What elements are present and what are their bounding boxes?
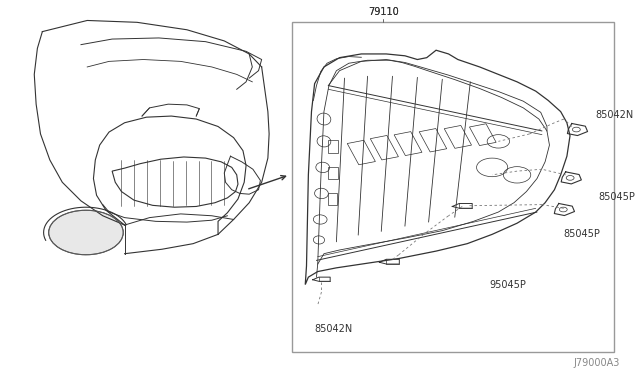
Bar — [328, 140, 338, 153]
Text: 85042N: 85042N — [595, 110, 633, 120]
Text: 85042N: 85042N — [315, 324, 353, 334]
Text: J79000A3: J79000A3 — [573, 358, 620, 368]
Bar — [328, 193, 337, 205]
Text: 79110: 79110 — [368, 7, 399, 17]
Text: 95045P: 95045P — [489, 280, 526, 289]
Bar — [292, 22, 614, 352]
Text: 85045P: 85045P — [598, 192, 635, 202]
Ellipse shape — [49, 210, 124, 255]
Bar — [328, 167, 338, 179]
Text: 79110: 79110 — [368, 7, 399, 17]
Text: 85045P: 85045P — [564, 230, 601, 239]
